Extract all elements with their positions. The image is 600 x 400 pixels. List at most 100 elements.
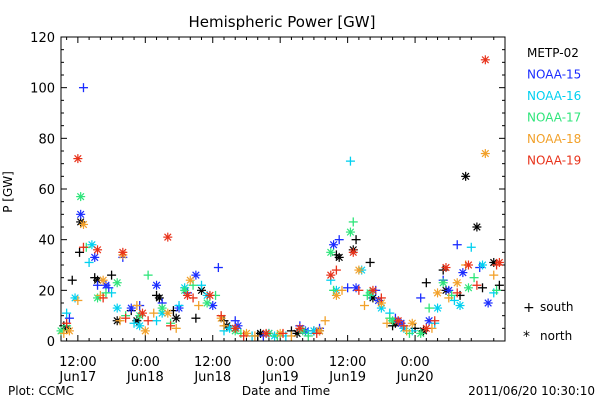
point-north-noaa-18 — [452, 278, 462, 288]
point-south-noaa-19 — [78, 242, 88, 252]
point-south-noaa-16 — [345, 156, 355, 166]
point-south-metp-02 — [421, 278, 431, 288]
point-north-noaa-15 — [458, 268, 468, 278]
point-north-noaa-19 — [163, 232, 173, 242]
legend-entry-noaa-19: NOAA-19 — [527, 154, 581, 168]
x-tick-time: 12:00 — [59, 355, 96, 370]
point-south-noaa-19 — [166, 321, 176, 331]
point-north-noaa-18 — [98, 275, 108, 285]
point-north-noaa-15 — [483, 298, 493, 308]
point-south-noaa-19 — [278, 328, 288, 338]
point-south-metp-02 — [67, 275, 77, 285]
point-south-noaa-16 — [174, 301, 184, 311]
point-south-noaa-16 — [466, 242, 476, 252]
point-north-noaa-19 — [480, 55, 490, 65]
point-south-noaa-17 — [492, 285, 502, 295]
point-south-noaa-19 — [121, 313, 131, 323]
point-south-noaa-17 — [424, 303, 434, 313]
point-north-noaa-17 — [326, 247, 336, 257]
point-south-noaa-19 — [452, 288, 462, 298]
point-south-noaa-18 — [337, 285, 347, 295]
plot-frame — [60, 36, 506, 342]
point-south-metp-02 — [365, 257, 375, 267]
point-south-metp-02 — [191, 313, 201, 323]
point-south-noaa-16 — [449, 295, 459, 305]
x-tick-time: 0:00 — [400, 355, 429, 370]
point-south-noaa-17 — [101, 288, 111, 298]
point-south-noaa-17 — [348, 217, 358, 227]
point-north-noaa-19 — [118, 247, 128, 257]
point-south-noaa-16 — [62, 308, 72, 318]
point-south-noaa-19 — [62, 318, 72, 328]
point-north-noaa-15 — [152, 280, 162, 290]
legend-entry-noaa-15: NOAA-15 — [527, 68, 581, 82]
point-south-noaa-19 — [312, 328, 322, 338]
point-north-metp-02 — [461, 171, 471, 181]
point-north-noaa-18 — [331, 290, 341, 300]
point-north-noaa-15 — [76, 209, 86, 219]
point-south-noaa-18 — [402, 326, 412, 336]
x-tick-date: Jun19 — [328, 370, 366, 385]
y-tick-label: 0 — [47, 335, 55, 350]
point-south-noaa-18 — [286, 331, 296, 341]
point-south-noaa-15 — [416, 293, 426, 303]
legend-entry-noaa-18: NOAA-18 — [527, 132, 581, 146]
point-south-noaa-18 — [115, 316, 125, 326]
point-south-noaa-18 — [444, 293, 454, 303]
point-north-noaa-15 — [90, 252, 100, 262]
point-south-noaa-15 — [343, 283, 353, 293]
point-north-noaa-16 — [433, 303, 443, 313]
point-north-metp-02 — [171, 313, 181, 323]
point-south-noaa-18 — [320, 316, 330, 326]
point-south-noaa-15 — [213, 263, 223, 273]
point-north-noaa-19 — [261, 328, 271, 338]
plot-credit: Plot: CCMC — [8, 384, 74, 398]
point-south-noaa-18 — [219, 321, 229, 331]
point-north-noaa-19 — [230, 323, 240, 333]
legend-entry-metp-02: METP-02 — [527, 46, 579, 60]
point-south-noaa-17 — [303, 331, 313, 341]
point-north-noaa-19 — [205, 290, 215, 300]
point-south-noaa-19 — [354, 285, 364, 295]
point-north-noaa-19 — [295, 323, 305, 333]
point-north-noaa-17 — [463, 283, 473, 293]
y-axis: 0 20 40 60 80 100 120 — [30, 31, 505, 350]
point-south-noaa-18 — [132, 301, 142, 311]
point-north-noaa-19 — [463, 260, 473, 270]
point-north-noaa-18 — [185, 275, 195, 285]
point-north-noaa-19 — [368, 285, 378, 295]
legend-marker-symbol: * — [523, 329, 530, 345]
point-north-noaa-19 — [441, 263, 451, 273]
point-north-noaa-17 — [345, 227, 355, 237]
y-tick-label: 20 — [38, 284, 55, 299]
point-north-noaa-18 — [140, 326, 150, 336]
point-north-noaa-19 — [73, 154, 83, 164]
point-south-noaa-18 — [194, 301, 204, 311]
point-north-noaa-18 — [480, 149, 490, 159]
point-north-noaa-17 — [76, 192, 86, 202]
point-south-noaa-18 — [489, 270, 499, 280]
x-axis-label: Date and Time — [242, 384, 330, 398]
point-south-noaa-19 — [143, 316, 153, 326]
point-north-noaa-18 — [163, 308, 173, 318]
point-north-noaa-16 — [478, 260, 488, 270]
point-south-noaa-18 — [171, 323, 181, 333]
point-south-noaa-15 — [334, 235, 344, 245]
point-north-noaa-19 — [421, 323, 431, 333]
point-north-noaa-17 — [438, 278, 448, 288]
point-north-noaa-19 — [137, 308, 147, 318]
point-north-noaa-19 — [348, 247, 358, 257]
point-south-noaa-15 — [452, 240, 462, 250]
point-south-noaa-19 — [331, 265, 341, 275]
point-south-noaa-15 — [64, 313, 74, 323]
point-south-noaa-18 — [359, 301, 369, 311]
x-tick-time: 12:00 — [194, 355, 231, 370]
point-south-noaa-19 — [376, 293, 386, 303]
legend-marker-label: south — [540, 300, 574, 314]
point-north-noaa-19 — [494, 257, 504, 267]
y-tick-label: 100 — [30, 82, 55, 97]
point-south-noaa-19 — [430, 316, 440, 326]
point-north-noaa-18 — [64, 326, 74, 336]
x-tick-time: 12:00 — [329, 355, 366, 370]
